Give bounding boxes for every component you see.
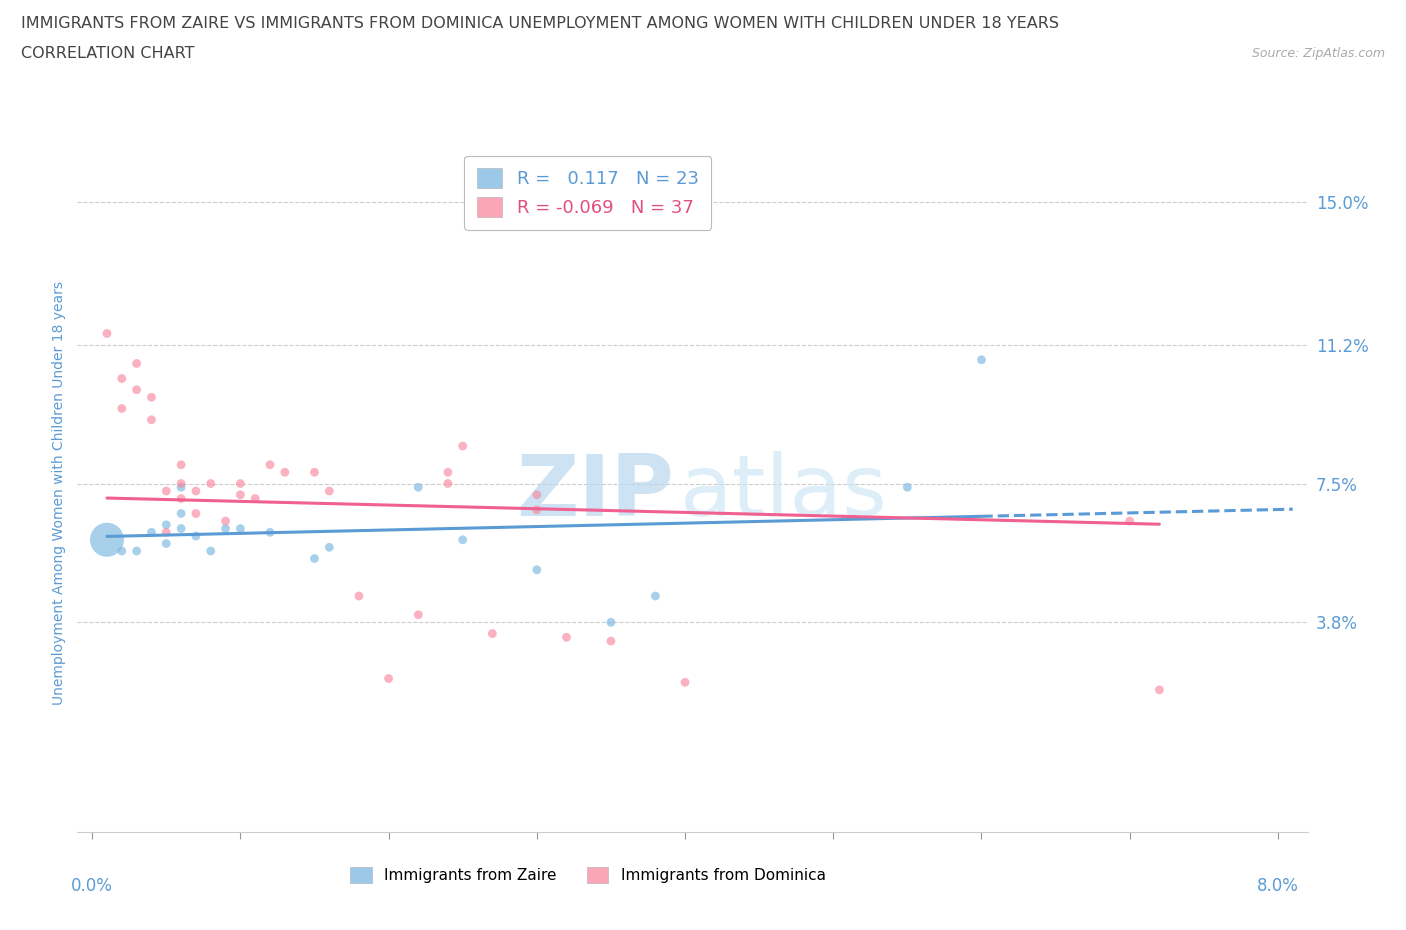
Point — [526, 563, 548, 578]
Point — [155, 536, 177, 551]
Point — [141, 525, 163, 539]
Point — [451, 532, 474, 547]
Point — [155, 484, 177, 498]
Point — [1149, 683, 1171, 698]
Point — [141, 412, 163, 427]
Point — [673, 675, 696, 690]
Point — [170, 491, 193, 506]
Point — [170, 458, 193, 472]
Point — [200, 544, 222, 559]
Point — [245, 491, 267, 506]
Point — [111, 371, 134, 386]
Point — [214, 521, 236, 536]
Point — [170, 521, 193, 536]
Text: 0.0%: 0.0% — [72, 877, 112, 896]
Point — [406, 480, 429, 495]
Point — [214, 513, 236, 528]
Point — [481, 626, 503, 641]
Point — [644, 589, 666, 604]
Point — [125, 356, 148, 371]
Point — [170, 480, 193, 495]
Point — [377, 671, 399, 686]
Point — [170, 476, 193, 491]
Point — [451, 439, 474, 454]
Point — [600, 615, 623, 630]
Point — [970, 352, 993, 367]
Point — [437, 476, 460, 491]
Point — [200, 476, 222, 491]
Point — [96, 532, 118, 547]
Legend: Immigrants from Zaire, Immigrants from Dominica: Immigrants from Zaire, Immigrants from D… — [344, 861, 831, 889]
Y-axis label: Unemployment Among Women with Children Under 18 years: Unemployment Among Women with Children U… — [52, 281, 66, 705]
Point — [318, 539, 340, 554]
Text: atlas: atlas — [681, 451, 889, 535]
Point — [274, 465, 297, 480]
Point — [304, 551, 326, 566]
Point — [526, 502, 548, 517]
Point — [229, 487, 252, 502]
Point — [184, 484, 207, 498]
Point — [304, 465, 326, 480]
Point — [259, 525, 281, 539]
Point — [318, 484, 340, 498]
Point — [406, 607, 429, 622]
Point — [170, 506, 193, 521]
Point — [229, 521, 252, 536]
Text: CORRELATION CHART: CORRELATION CHART — [21, 46, 194, 61]
Point — [111, 401, 134, 416]
Point — [155, 525, 177, 539]
Point — [1118, 513, 1140, 528]
Point — [111, 544, 134, 559]
Point — [96, 326, 118, 341]
Text: Source: ZipAtlas.com: Source: ZipAtlas.com — [1251, 46, 1385, 60]
Point — [155, 517, 177, 532]
Text: IMMIGRANTS FROM ZAIRE VS IMMIGRANTS FROM DOMINICA UNEMPLOYMENT AMONG WOMEN WITH : IMMIGRANTS FROM ZAIRE VS IMMIGRANTS FROM… — [21, 16, 1059, 31]
Point — [437, 465, 460, 480]
Point — [347, 589, 370, 604]
Point — [125, 382, 148, 397]
Point — [555, 630, 578, 644]
Point — [125, 544, 148, 559]
Point — [141, 390, 163, 405]
Point — [184, 528, 207, 543]
Text: 8.0%: 8.0% — [1257, 877, 1299, 896]
Point — [600, 633, 623, 648]
Point — [259, 458, 281, 472]
Point — [229, 476, 252, 491]
Point — [184, 506, 207, 521]
Point — [896, 480, 918, 495]
Point — [526, 487, 548, 502]
Text: ZIP: ZIP — [516, 451, 673, 535]
